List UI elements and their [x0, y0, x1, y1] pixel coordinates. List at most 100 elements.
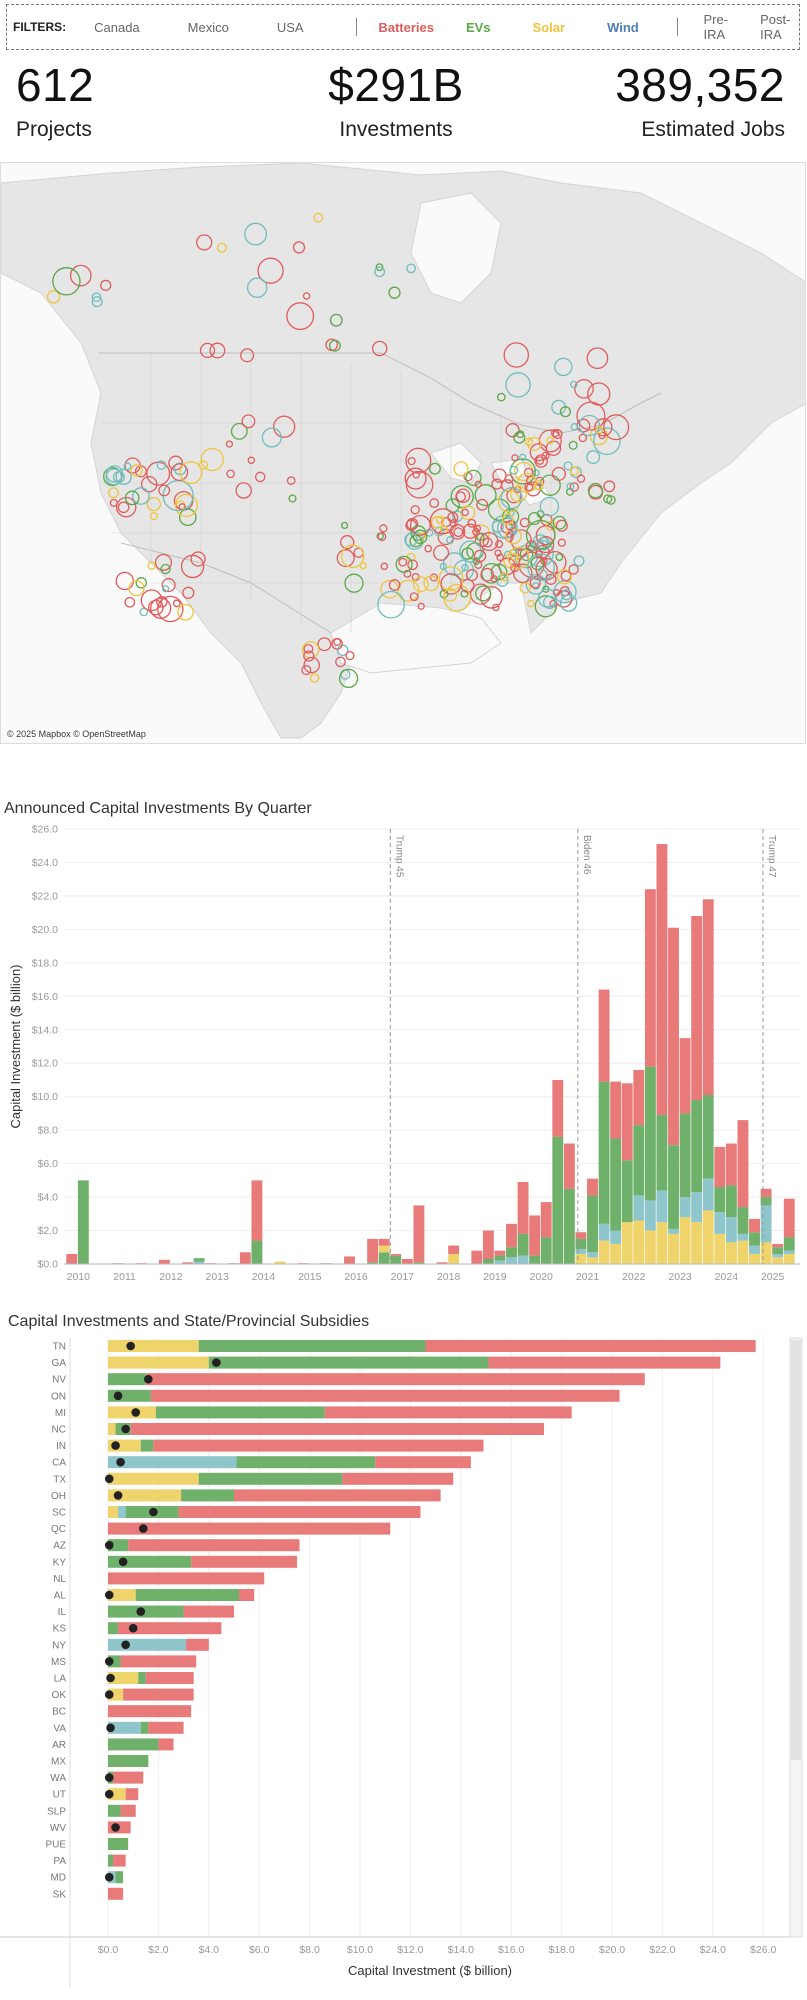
project-bubble[interactable]: [546, 436, 555, 445]
project-bubble[interactable]: [140, 475, 158, 493]
quarter-bar-segment[interactable]: [621, 1160, 633, 1223]
project-bubble[interactable]: [247, 456, 256, 465]
project-bubble[interactable]: [91, 296, 103, 308]
project-bubble[interactable]: [559, 406, 571, 418]
quarter-bar-segment[interactable]: [367, 1262, 379, 1264]
project-bubble[interactable]: [537, 588, 557, 608]
quarter-bar-segment[interactable]: [529, 1215, 541, 1256]
project-bubble[interactable]: [429, 573, 439, 582]
subsidy-dot[interactable]: [104, 1540, 114, 1550]
quarter-bar-segment[interactable]: [158, 1259, 170, 1264]
quarter-bar-segment[interactable]: [725, 1217, 737, 1243]
quarter-bar-segment[interactable]: [668, 1228, 679, 1234]
project-bubble[interactable]: [474, 484, 497, 507]
project-bubble[interactable]: [69, 264, 92, 287]
project-bubble[interactable]: [132, 487, 150, 505]
project-bubble[interactable]: [576, 474, 586, 483]
quarter-bar-segment[interactable]: [656, 1190, 668, 1223]
project-bubble[interactable]: [563, 461, 573, 471]
project-bubble[interactable]: [510, 563, 520, 573]
project-bubble[interactable]: [578, 433, 588, 443]
quarter-bar-segment[interactable]: [679, 1197, 691, 1218]
project-bubble[interactable]: [428, 462, 441, 475]
quarter-bar-segment[interactable]: [66, 1253, 78, 1264]
subsidy-dot[interactable]: [136, 1607, 146, 1616]
project-bubble[interactable]: [302, 292, 311, 300]
project-bubble[interactable]: [115, 468, 132, 486]
quarter-bar-segment[interactable]: [413, 1262, 425, 1264]
project-bubble[interactable]: [527, 553, 555, 582]
subsidy-dot[interactable]: [126, 1341, 135, 1351]
subsidy-dot[interactable]: [104, 1773, 114, 1782]
state-bar-segment[interactable]: [108, 1788, 126, 1801]
project-bubble[interactable]: [288, 494, 297, 503]
project-bubble[interactable]: [397, 579, 420, 602]
project-bubble[interactable]: [436, 515, 445, 524]
project-bubble[interactable]: [292, 241, 306, 254]
project-bubble[interactable]: [566, 482, 575, 491]
quarter-bar-segment[interactable]: [679, 1113, 691, 1198]
project-bubble[interactable]: [505, 423, 520, 438]
subsidy-dot[interactable]: [144, 1374, 153, 1384]
project-bubble[interactable]: [336, 549, 355, 568]
state-bar-segment[interactable]: [108, 1738, 159, 1751]
state-bar-segment[interactable]: [425, 1340, 756, 1352]
project-bubble[interactable]: [510, 552, 519, 561]
project-bubble[interactable]: [196, 234, 213, 251]
quarter-bar-segment[interactable]: [77, 1180, 89, 1264]
project-bubble[interactable]: [574, 378, 594, 399]
quarter-bar-segment[interactable]: [506, 1257, 517, 1264]
project-bubble[interactable]: [491, 478, 503, 490]
quarter-bar-segment[interactable]: [517, 1255, 529, 1264]
project-bubble[interactable]: [533, 480, 544, 491]
quarter-bar-segment[interactable]: [193, 1258, 205, 1262]
project-bubble[interactable]: [473, 524, 482, 533]
state-bar-segment[interactable]: [125, 1788, 139, 1801]
project-bubble[interactable]: [518, 453, 527, 462]
state-bar-segment[interactable]: [108, 1672, 139, 1684]
project-bubble[interactable]: [439, 589, 449, 599]
project-bubble[interactable]: [377, 590, 405, 619]
project-bubble[interactable]: [172, 599, 181, 608]
project-bubble[interactable]: [178, 508, 197, 527]
quarter-bar-segment[interactable]: [540, 1202, 552, 1238]
project-bubble[interactable]: [516, 472, 537, 493]
project-bubble[interactable]: [405, 531, 424, 550]
quarter-bar-segment[interactable]: [668, 927, 679, 1146]
project-bubble[interactable]: [459, 540, 482, 563]
project-bubble[interactable]: [388, 579, 401, 591]
project-bubble[interactable]: [534, 454, 548, 468]
project-bubble[interactable]: [123, 462, 132, 471]
project-bubble[interactable]: [147, 599, 164, 616]
state-bar-segment[interactable]: [120, 1804, 136, 1817]
project-bubble[interactable]: [509, 465, 519, 475]
project-bubble[interactable]: [555, 553, 564, 561]
project-bubble[interactable]: [523, 467, 534, 478]
project-bubble[interactable]: [156, 460, 167, 470]
quarter-bar-segment[interactable]: [529, 1255, 541, 1264]
quarter-bar-segment[interactable]: [725, 1185, 737, 1218]
quarter-bar-segment[interactable]: [598, 1240, 610, 1264]
project-bubble[interactable]: [495, 540, 504, 549]
state-bar-segment[interactable]: [239, 1589, 255, 1601]
quarter-bar-segment[interactable]: [714, 1212, 726, 1234]
project-bubble[interactable]: [568, 440, 578, 450]
quarter-bar-segment[interactable]: [575, 1232, 587, 1239]
quarter-bar-segment[interactable]: [772, 1253, 784, 1258]
quarter-bar-segment[interactable]: [644, 1066, 656, 1201]
project-bubble[interactable]: [174, 493, 198, 517]
project-bubble[interactable]: [501, 513, 514, 525]
quarter-bar-segment[interactable]: [598, 1223, 610, 1241]
quarter-bar-segment[interactable]: [679, 1038, 691, 1114]
filter-post-ira[interactable]: Post-IRA: [760, 12, 791, 42]
quarter-bar-segment[interactable]: [737, 1120, 749, 1208]
quarter-bar-segment[interactable]: [251, 1180, 263, 1241]
subsidy-dot[interactable]: [131, 1408, 141, 1417]
project-bubble[interactable]: [240, 348, 255, 363]
project-bubble[interactable]: [543, 595, 557, 609]
state-bar-segment[interactable]: [145, 1373, 645, 1386]
project-bubble[interactable]: [525, 573, 547, 595]
quarter-bar-segment[interactable]: [621, 1083, 633, 1161]
subsidy-dot[interactable]: [116, 1457, 125, 1467]
project-bubble[interactable]: [492, 603, 500, 612]
